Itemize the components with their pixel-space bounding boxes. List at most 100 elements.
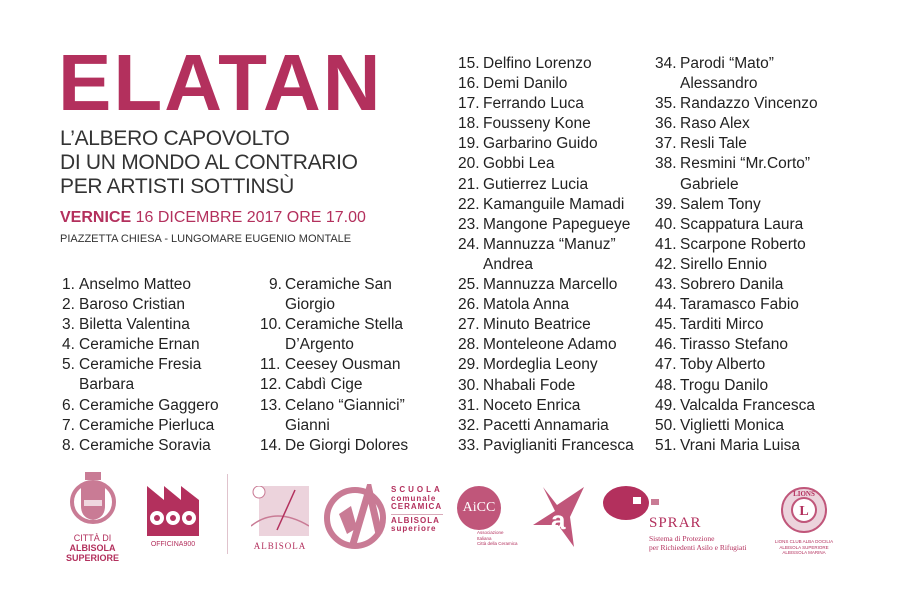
artist-number: 51.: [655, 436, 677, 454]
scuola-line2: comunale: [391, 493, 437, 503]
artist-number: 7.: [62, 416, 75, 434]
title: ELATAN: [58, 38, 383, 127]
artist-number: 1.: [62, 276, 75, 293]
artist-name: Ceramiche San: [285, 276, 392, 293]
artist-name: Vrani Maria Luisa: [680, 436, 801, 454]
artist-number: 9.: [269, 276, 282, 293]
artist-name: Scappatura Laura: [680, 215, 804, 233]
artist-name: Monteleone Adamo: [483, 336, 617, 354]
aicc-line1: Associazione: [477, 530, 504, 535]
artist-name: Pacetti Annamaria: [483, 416, 609, 434]
artist-list-item: 19. Garbarino Guido: [458, 134, 634, 154]
artist-list-item: 50. Viglietti Monica: [655, 416, 818, 436]
artist-list-item: 48. Trogu Danilo: [655, 376, 818, 396]
vernice-date: 16 DICEMBRE 2017 ORE 17.00: [131, 209, 366, 226]
artist-list-item: 23. Mangone Papegueye: [458, 215, 634, 235]
artist-list-item: 45. Tarditi Mirco: [655, 315, 818, 335]
artist-name: Resmini “Mr.Corto”: [680, 155, 811, 173]
artist-list-item: 35. Randazzo Vincenzo: [655, 94, 818, 114]
artist-list-item: 33. Paviglianiti Francesca: [458, 436, 634, 456]
artist-number: 40.: [655, 215, 677, 233]
citta-line2: ALBISOLA: [69, 543, 116, 553]
artist-name: Gobbi Lea: [483, 155, 555, 173]
artist-list-item: 47. Toby Alberto: [655, 355, 818, 375]
sprar-mark-icon: [603, 486, 659, 520]
artist-name: Giorgio: [285, 296, 335, 314]
artist-name: Taramasco Fabio: [680, 296, 799, 314]
artist-number: 44.: [655, 296, 677, 314]
lions-mark: L: [799, 504, 808, 519]
artist-name: Matola Anna: [483, 296, 570, 314]
artist-list-item: 12. Cabdì Cige: [260, 375, 408, 395]
artist-name: Gianni: [285, 416, 330, 434]
artist-number: 14.: [260, 436, 282, 454]
scuola-line1: SCUOLA: [391, 485, 443, 494]
artist-number: 20.: [458, 155, 480, 173]
artist-number: 18.: [458, 115, 480, 133]
coat-of-arms-icon: [69, 472, 116, 524]
scuola-ceramica-logo: SCUOLA comunale CERAMICA ALBISOLA superi…: [323, 484, 443, 554]
artist-number: 13.: [260, 396, 282, 414]
artist-list-item: 24. Mannuzza “Manuz” Andrea: [458, 235, 634, 275]
artist-list-item: 1. Anselmo Matteo: [62, 275, 219, 295]
artist-number: 22.: [458, 195, 480, 213]
artist-list-item: 3. Biletta Valentina: [62, 315, 219, 335]
citta-line3: SUPERIORE: [65, 553, 119, 563]
artist-list-item: 7. Ceramiche Pierluca: [62, 416, 219, 436]
artist-name: Fousseny Kone: [483, 115, 591, 133]
artist-number: 50.: [655, 416, 677, 434]
subtitle-line: DI UN MONDO AL CONTRARIO: [60, 151, 358, 174]
artist-list-item: 26. Matola Anna: [458, 295, 634, 315]
aicc-logo: AiCC Associazione Italiana Città della C…: [457, 486, 527, 547]
artist-name: Ferrando Luca: [483, 95, 584, 113]
artist-list-item: 21. Gutierrez Lucia: [458, 175, 634, 195]
artist-number: 4.: [62, 336, 75, 354]
artist-list-item: 15. Delfino Lorenzo: [458, 54, 634, 74]
artist-number: 6.: [62, 396, 75, 414]
artist-name: Minuto Beatrice: [483, 316, 591, 334]
lions-logo: LIONS L LIONS CLUB ALBA DOCILIA ALBISOLA…: [773, 486, 835, 556]
artist-list-item: 18. Fousseny Kone: [458, 114, 634, 134]
aicc-line3: Città della Ceramica: [477, 541, 518, 546]
artist-number: 49.: [655, 396, 677, 414]
artist-name: Cabdì Cige: [285, 376, 363, 394]
artist-list-item: 28. Monteleone Adamo: [458, 335, 634, 355]
artist-list-item: 4. Ceramiche Ernan: [62, 335, 219, 355]
subtitle-line: PER ARTISTI SOTTINSÙ: [60, 175, 294, 198]
artist-list-item: 38. Resmini “Mr.Corto” Gabriele: [655, 154, 818, 194]
artist-number: 12.: [260, 376, 282, 394]
lions-line2: ALBISOLA SUPERIORE: [779, 544, 829, 550]
artist-list-item: 2. Baroso Cristian: [62, 295, 219, 315]
citta-albisola-logo: CITTÀ DI ALBISOLA SUPERIORE: [60, 470, 125, 563]
artist-list-item: 16. Demi Danilo: [458, 74, 634, 94]
divider: [227, 474, 228, 554]
artist-list-item: 42. Sirello Ennio: [655, 255, 818, 275]
artist-name: Viglietti Monica: [680, 416, 784, 434]
artist-number: 5.: [62, 356, 75, 374]
artist-list-item: 11. Ceesey Ousman: [260, 355, 408, 375]
artist-list-item: 5. Ceramiche Fresia Barbara: [62, 355, 219, 395]
artist-number: 38.: [655, 155, 677, 173]
artist-name: D’Argento: [285, 336, 354, 354]
artist-name: Ceramiche Stella: [285, 316, 404, 334]
artist-name: Ceramiche Fresia: [79, 356, 202, 374]
vernice-line: VERNICE 16 DICEMBRE 2017 ORE 17.00: [60, 209, 366, 227]
artist-name: Biletta Valentina: [79, 316, 190, 334]
artist-list-item: 22. Kamanguile Mamadi: [458, 195, 634, 215]
artist-list-item: 9. Ceramiche San Giorgio: [260, 275, 408, 315]
artist-list-item: 17. Ferrando Luca: [458, 94, 634, 114]
artist-number: 19.: [458, 135, 480, 153]
artist-name: De Giorgi Dolores: [285, 436, 409, 454]
artist-name: Barbara: [79, 376, 135, 394]
sprar-logo: SPRAR Sistema di Protezione per Richiede…: [603, 485, 746, 555]
albisola-text: ALBISOLA: [253, 541, 307, 551]
artist-number: 10.: [260, 316, 282, 334]
lions-line3: ALBISSOLA MARINA: [782, 550, 826, 555]
artist-name: Sobrero Danila: [680, 276, 784, 294]
aicc-mark: AiCC: [457, 486, 501, 530]
artist-number: 11.: [260, 356, 281, 374]
artist-list-item: 30. Nhabali Fode: [458, 376, 634, 396]
scuola-emblem-icon: [324, 484, 386, 549]
artist-name: Andrea: [483, 255, 533, 273]
artist-number: 36.: [655, 115, 677, 133]
